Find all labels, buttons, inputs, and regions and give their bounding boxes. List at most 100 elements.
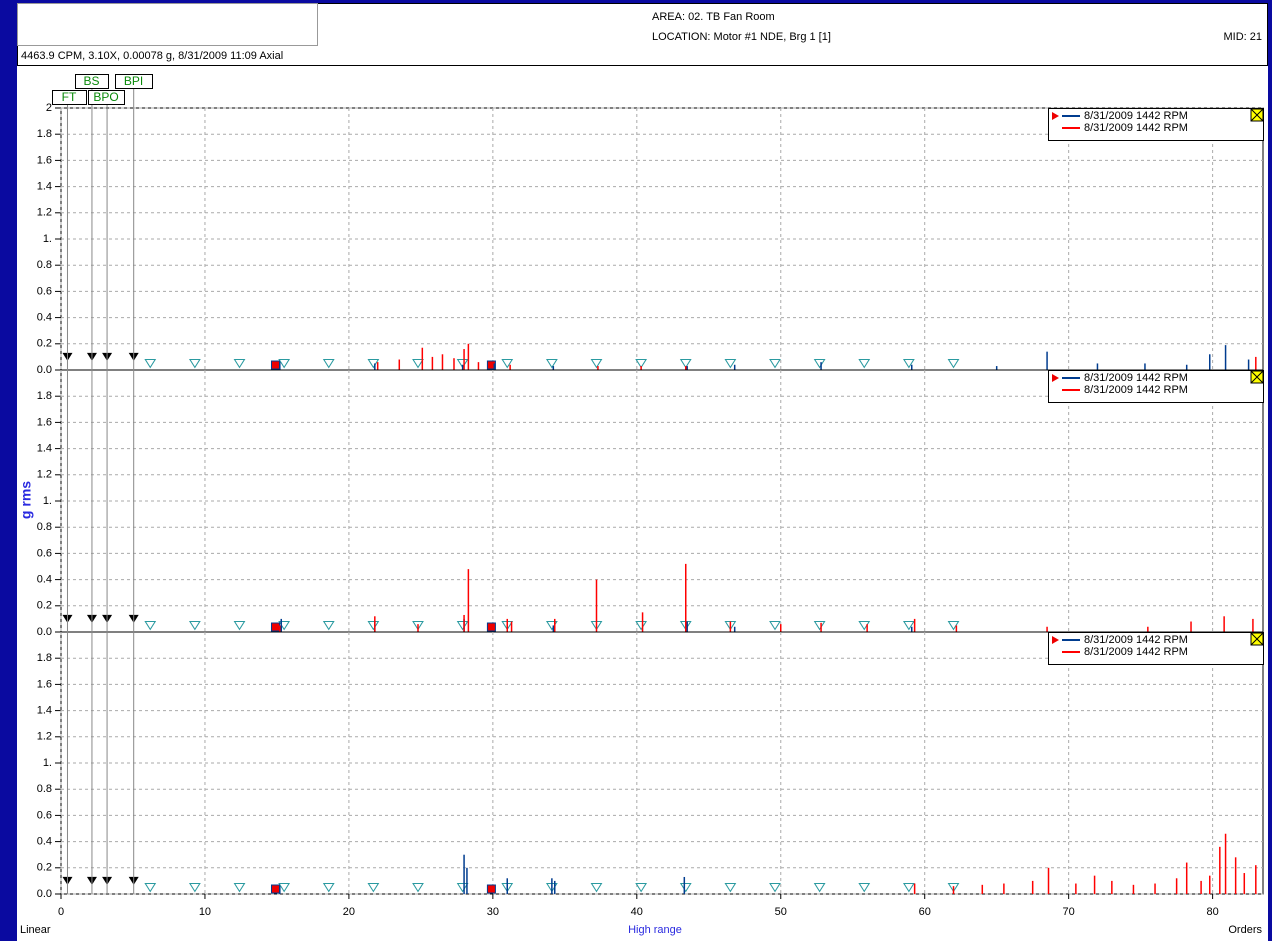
legend-close-x (1250, 108, 1264, 122)
x-tick-label: 20 (343, 906, 355, 918)
scale-label: Linear (20, 924, 51, 936)
harmonic-marker (367, 620, 380, 631)
legend-label: 8/31/2009 1442 RPM (1084, 122, 1188, 134)
harmonic-marker (947, 358, 960, 369)
fault-label: BPI (124, 74, 143, 88)
harmonic-marker (724, 882, 737, 893)
harmonic-marker (278, 882, 291, 893)
harmonic-marker (858, 882, 871, 893)
y-tick-label: 1.6 (37, 416, 52, 428)
y-tick-label: 1. (43, 233, 52, 245)
y-tick-label: 1.4 (37, 181, 52, 193)
area: AREA: 02. TB Fan Room (652, 11, 775, 23)
legend-close-x (1250, 370, 1264, 384)
fault-label-box (88, 90, 125, 105)
harmonic-marker (590, 358, 603, 369)
legend-label: 8/31/2009 1442 RPM (1084, 372, 1188, 384)
speed-marker (270, 360, 280, 370)
harmonic-marker (858, 358, 871, 369)
harmonic-marker (412, 620, 424, 631)
harmonic-marker (590, 882, 603, 893)
location: LOCATION: Motor #1 NDE, Brg 1 [1] (652, 31, 831, 43)
y-tick-label: 1.6 (37, 154, 52, 166)
y-tick-label: 0.2 (37, 862, 52, 874)
y-tick-label: 0.0 (37, 364, 52, 376)
legend-label: 8/31/2009 1442 RPM (1084, 634, 1188, 646)
units-label: Orders (1228, 924, 1262, 936)
speed-marker (486, 622, 496, 632)
speed-marker (270, 884, 280, 894)
harmonic-marker (769, 358, 781, 369)
speed-marker (486, 360, 496, 370)
y-tick-label: 0.8 (37, 259, 52, 271)
harmonic-marker (947, 882, 960, 893)
harmonic-marker (902, 620, 915, 631)
harmonic-marker (144, 882, 157, 893)
harmonic-marker (769, 620, 781, 631)
y-tick-label: 0.4 (37, 574, 52, 586)
legend-pointer (1052, 374, 1059, 382)
legend-pointer (1052, 112, 1059, 120)
harmonic-marker (679, 882, 692, 893)
y-tick-label: 1.2 (37, 731, 52, 743)
y-tick-label: 1.8 (37, 652, 52, 664)
harmonic-marker (322, 620, 335, 631)
fault-label: FT (62, 90, 77, 104)
harmonic-marker (813, 620, 826, 631)
harmonic-marker (367, 882, 380, 893)
harmonic-marker (902, 358, 915, 369)
fault-label-box (52, 90, 87, 105)
x-tick-label: 30 (487, 906, 499, 918)
harmonic-marker (456, 882, 469, 893)
cursor-readout: 4463.9 CPM, 3.10X, 0.00078 g, 8/31/2009 … (21, 50, 283, 62)
fault-label-box (115, 74, 153, 89)
harmonic-marker (188, 620, 201, 631)
harmonic-marker (233, 882, 246, 893)
legend-pointer (1052, 636, 1059, 644)
harmonic-marker (545, 358, 558, 369)
y-tick-label: 1.2 (37, 207, 52, 219)
y-tick-label: 0.0 (37, 888, 52, 900)
harmonic-marker (724, 358, 737, 369)
y-tick-label: 1.8 (37, 128, 52, 140)
harmonic-marker (501, 358, 514, 369)
y-tick-label: 1.4 (37, 443, 52, 455)
harmonic-marker (724, 620, 737, 631)
speed-marker (486, 884, 496, 894)
harmonic-marker (813, 882, 826, 893)
y-tick-label: 0.4 (37, 312, 52, 324)
x-tick-label: 40 (631, 906, 643, 918)
harmonic-marker (144, 358, 157, 369)
harmonic-marker (456, 358, 469, 369)
y-tick-label: 1. (43, 757, 52, 769)
y-tick-label: 1. (43, 495, 52, 507)
harmonic-marker (233, 620, 246, 631)
legend-close-x (1250, 632, 1264, 646)
y-tick-label: 1.8 (37, 390, 52, 402)
harmonic-marker (322, 882, 335, 893)
x-tick-label: 80 (1206, 906, 1218, 918)
y-tick-label: 2 (46, 102, 52, 114)
legend-label: 8/31/2009 1442 RPM (1084, 384, 1188, 396)
harmonic-marker (188, 882, 201, 893)
y-tick-label: 0.8 (37, 521, 52, 533)
y-tick-label: 1.4 (37, 705, 52, 717)
fault-label: BPO (93, 90, 118, 104)
y-tick-label: 0.6 (37, 809, 52, 821)
y-tick-label: 0.2 (37, 600, 52, 612)
x-tick-label: 10 (199, 906, 211, 918)
harmonic-marker (278, 358, 291, 369)
harmonic-marker (635, 620, 648, 631)
harmonic-marker (233, 358, 246, 369)
x-tick-label: 0 (58, 906, 64, 918)
harmonic-marker (322, 358, 335, 369)
fault-label: BS (83, 74, 99, 88)
harmonic-marker (456, 620, 469, 631)
harmonic-marker (679, 358, 692, 369)
speed-marker (270, 622, 280, 632)
y-tick-label: 0.0 (37, 626, 52, 638)
legend (1048, 370, 1264, 403)
y-axis-label: g rms (18, 481, 34, 519)
